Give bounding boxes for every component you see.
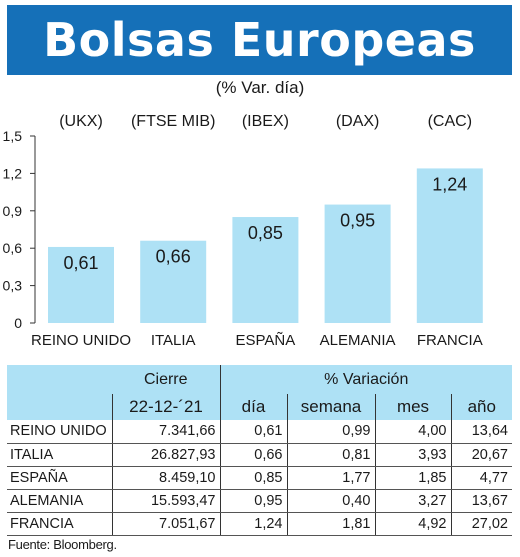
category-label: ITALIA — [151, 332, 196, 349]
table-row: FRANCIA 7.051,67 1,24 1,81 4,92 27,02 — [7, 512, 512, 536]
category-label: ESPAÑA — [236, 332, 296, 349]
source-note: Fuente: Bloomberg. — [8, 537, 117, 552]
header-variacion: % Variación — [219, 365, 512, 394]
bar-españa — [232, 217, 299, 323]
cell-country: REINO UNIDO — [7, 420, 112, 444]
cell-cierre: 15.593,47 — [111, 489, 220, 513]
cell-country: ITALIA — [7, 443, 112, 467]
cell-mes: 3,27 — [374, 489, 451, 513]
category-label: REINO UNIDO — [31, 332, 131, 349]
y-tick-label: 0,6 — [3, 240, 23, 256]
cell-country: FRANCIA — [7, 512, 112, 536]
cell-dia: 1,24 — [219, 512, 287, 536]
cell-semana: 1,81 — [286, 512, 375, 536]
header-cierre: Cierre — [112, 365, 220, 394]
value-label: 0,61 — [63, 253, 98, 273]
bar-reino-unido — [48, 246, 114, 323]
value-label: 0,95 — [340, 211, 375, 231]
cell-dia: 0,85 — [219, 466, 287, 490]
bar-francia — [416, 168, 483, 323]
cell-semana: 0,99 — [286, 420, 375, 444]
header-semana: semana — [286, 394, 375, 420]
cell-cierre: 26.827,93 — [111, 443, 220, 467]
table-header-row-2: 22-12-´21 día semana mes año — [7, 394, 512, 420]
index-code-label: (IBEX) — [242, 113, 289, 130]
y-tick-label: 0,9 — [3, 203, 23, 219]
cell-mes: 1,85 — [374, 466, 451, 490]
cell-country: ALEMANIA — [7, 489, 112, 513]
cell-dia: 0,66 — [219, 443, 287, 467]
cell-ano: 27,02 — [450, 512, 512, 536]
header-mes: mes — [374, 394, 451, 420]
index-code-label: (UKX) — [59, 113, 103, 130]
bar-chart: 0 0,3 0,6 0,9 1,2 1,5 (UKX) (FTSE MIB) (IBEX) (D… — [3, 113, 483, 349]
cell-ano: 13,67 — [450, 489, 512, 513]
cell-ano: 4,77 — [450, 466, 512, 490]
header-date: 22-12-´21 — [111, 394, 220, 420]
cell-mes: 4,00 — [374, 420, 451, 444]
index-code-label: (CAC) — [428, 113, 472, 130]
market-data-table: Cierre % Variación 22-12-´21 día semana … — [7, 365, 512, 536]
cell-dia: 0,95 — [219, 489, 287, 513]
index-code-label: (DAX) — [336, 113, 380, 130]
cell-ano: 20,67 — [450, 443, 512, 467]
chart-title: Bolsas Europeas — [7, 5, 512, 75]
table-row: REINO UNIDO 7.341,66 0,61 0,99 4,00 13,64 — [7, 420, 512, 444]
category-label: FRANCIA — [417, 332, 483, 349]
category-label: ALEMANIA — [320, 332, 396, 349]
header-blank-2 — [7, 394, 112, 420]
cell-semana: 1,77 — [286, 466, 375, 490]
table-row: ITALIA 26.827,93 0,66 0,81 3,93 20,67 — [7, 443, 512, 467]
y-tick-label: 1,2 — [3, 165, 23, 181]
chart-subtitle: (% Var. día) — [215, 78, 305, 97]
cell-ano: 13,64 — [450, 420, 512, 444]
y-tick-label: 1,5 — [3, 128, 23, 144]
header-ano: año — [450, 394, 512, 420]
cell-cierre: 7.341,66 — [111, 420, 220, 444]
cell-semana: 0,40 — [286, 489, 375, 513]
bar-italia — [140, 240, 207, 323]
header-dia: día — [219, 394, 287, 420]
cell-semana: 0,81 — [286, 443, 375, 467]
cell-mes: 3,93 — [374, 443, 451, 467]
y-tick-label: 0,3 — [3, 278, 23, 294]
cell-dia: 0,61 — [219, 420, 287, 444]
table-header-row-1: Cierre % Variación — [7, 365, 512, 394]
bar-alemania — [324, 204, 391, 323]
cell-mes: 4,92 — [374, 512, 451, 536]
table-row: ALEMANIA 15.593,47 0,95 0,40 3,27 13,67 — [7, 489, 512, 513]
index-code-label: (FTSE MIB) — [131, 113, 215, 130]
table-row: ESPAÑA 8.459,10 0,85 1,77 1,85 4,77 — [7, 466, 512, 490]
value-label: 0,66 — [156, 247, 191, 267]
cell-cierre: 7.051,67 — [111, 512, 220, 536]
cell-country: ESPAÑA — [7, 466, 112, 490]
y-tick-label: 0 — [14, 315, 22, 331]
header-blank — [7, 365, 112, 394]
cell-cierre: 8.459,10 — [111, 466, 220, 490]
value-label: 1,24 — [432, 174, 467, 194]
value-label: 0,85 — [248, 223, 283, 243]
